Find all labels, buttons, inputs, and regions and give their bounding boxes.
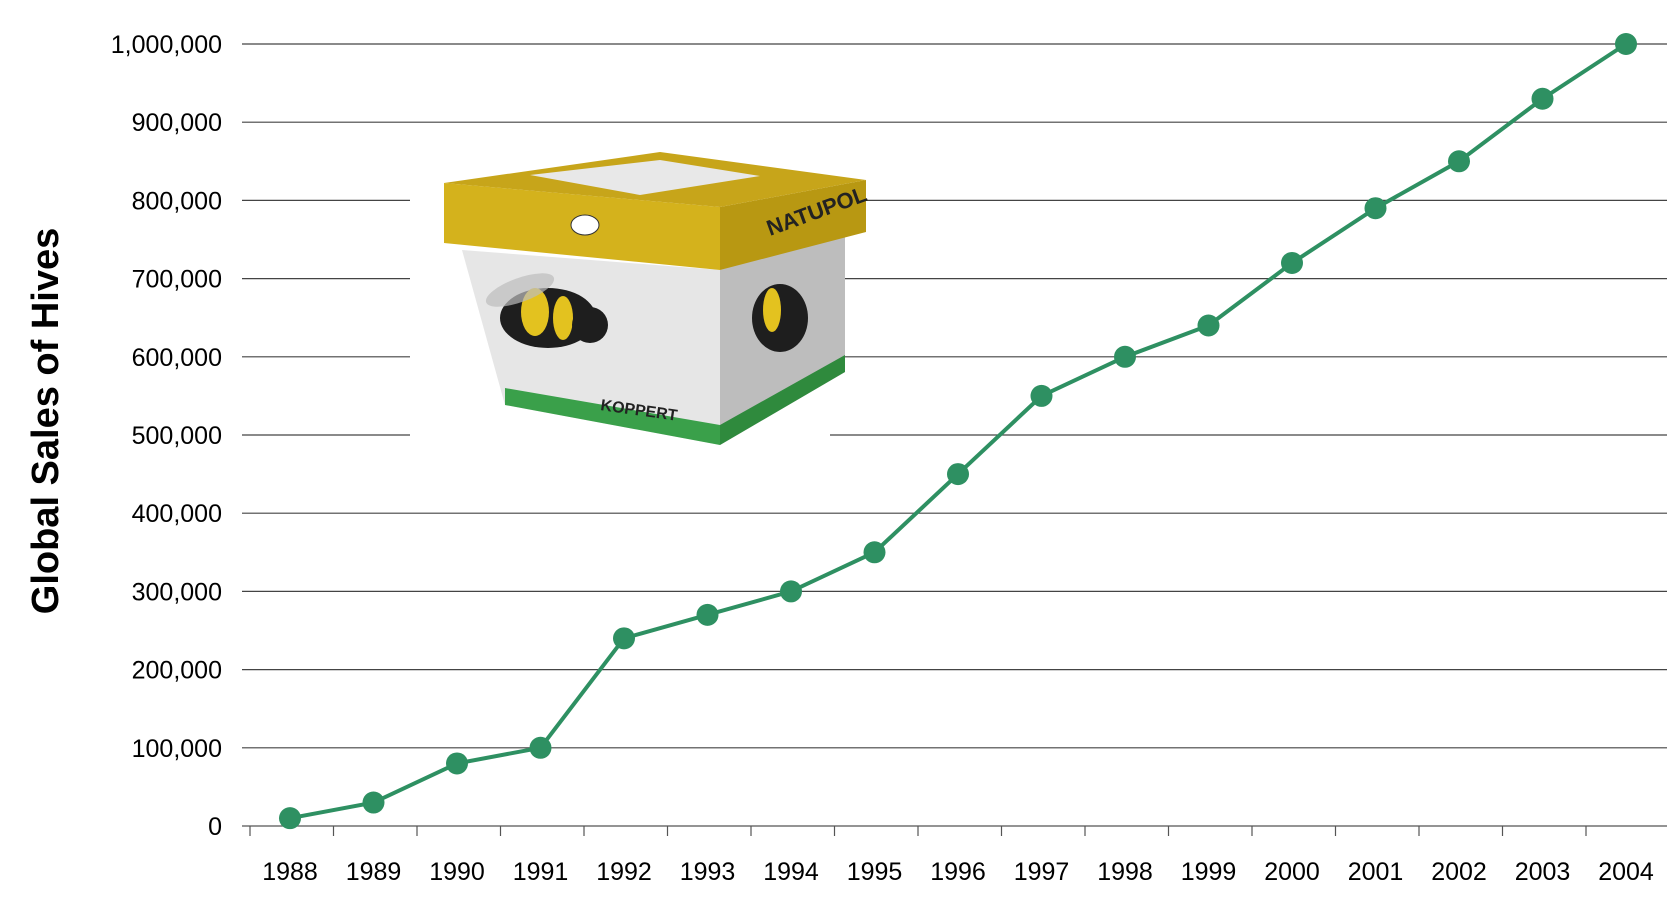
x-tick-label: 2002 [1431, 858, 1487, 886]
data-point [947, 463, 969, 486]
x-tick-label: 1996 [930, 858, 986, 886]
bee-icon [485, 273, 608, 348]
y-tick-label: 100,000 [132, 735, 222, 763]
x-tick-label: 1988 [262, 858, 318, 886]
y-tick-label: 1,000,000 [111, 31, 222, 59]
data-point [362, 791, 385, 814]
x-tick-label: 2000 [1264, 858, 1320, 886]
data-point [529, 736, 552, 759]
y-tick-label: 900,000 [132, 109, 222, 137]
bee-side-icon [752, 284, 808, 352]
data-point [780, 580, 802, 603]
data-point [279, 807, 301, 830]
y-tick-label: 700,000 [132, 266, 222, 294]
x-tick-label: 1992 [596, 858, 652, 886]
x-tick-label: 2003 [1515, 858, 1571, 886]
x-tick-label: 1991 [513, 858, 569, 886]
data-point [613, 627, 635, 650]
x-axis: 1988 1989 1990 1991 1992 1993 1994 1995 1996 1997… [249, 826, 1654, 886]
y-tick-label: 500,000 [132, 422, 222, 450]
x-tick-label: 1998 [1097, 858, 1153, 886]
x-tick-label: 1995 [847, 858, 903, 886]
y-tick-label: 800,000 [132, 187, 222, 215]
y-tick-label: 600,000 [132, 344, 222, 372]
x-tick-label: 1994 [763, 858, 819, 886]
x-tick-label: 1999 [1181, 858, 1237, 886]
x-tick-label: 1993 [680, 858, 736, 886]
x-tick-label: 1990 [429, 858, 485, 886]
data-point [1197, 314, 1220, 337]
data-point [446, 752, 468, 775]
y-axis-label: Global Sales of Hives [25, 228, 67, 614]
y-tick-label: 400,000 [132, 500, 222, 528]
series-points [279, 33, 1637, 830]
bumblebee-hive-box-icon: NATUPOL KOPPERT [410, 138, 870, 445]
data-point [1364, 197, 1387, 220]
data-point [863, 541, 886, 564]
data-point [696, 603, 719, 626]
x-tick-label: 1989 [346, 858, 402, 886]
y-tick-label: 200,000 [132, 657, 222, 685]
y-tick-label: 0 [208, 813, 222, 841]
data-point [1531, 87, 1554, 110]
y-axis-ticks: 0 100,000 200,000 300,000 400,000 500,000 600,… [111, 31, 222, 841]
data-point [1030, 384, 1053, 407]
x-tick-label: 2004 [1598, 858, 1654, 886]
data-point [1448, 150, 1470, 173]
x-tick-label: 1997 [1014, 858, 1070, 886]
data-point [1615, 33, 1637, 55]
data-point [1114, 345, 1136, 368]
x-tick-label: 2001 [1348, 858, 1404, 886]
y-tick-label: 300,000 [132, 578, 222, 606]
data-point [1281, 251, 1303, 274]
